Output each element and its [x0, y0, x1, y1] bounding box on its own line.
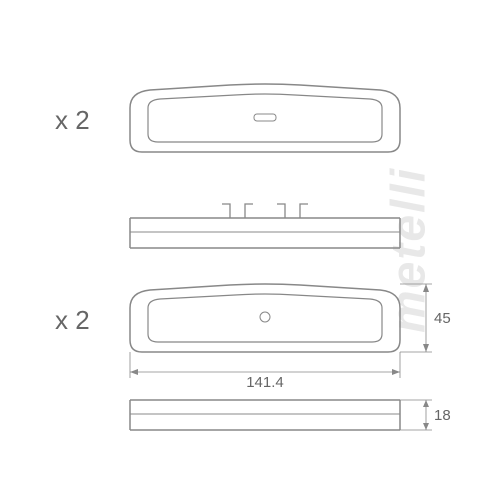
- technical-drawing: [0, 0, 500, 500]
- pad-bottom-face: [130, 284, 400, 352]
- pad-side-profile: [130, 204, 400, 248]
- dim-label-thickness: 18: [434, 407, 451, 424]
- pad-top-face: [130, 84, 400, 152]
- pad-bottom-profile: [130, 400, 400, 430]
- dimension-thickness: [400, 400, 432, 430]
- dim-label-height: 45: [434, 310, 451, 327]
- diagram-container: metelli x 2 x 2: [0, 0, 500, 500]
- dim-label-width: 141.4: [240, 374, 290, 391]
- dimension-height: [400, 284, 432, 352]
